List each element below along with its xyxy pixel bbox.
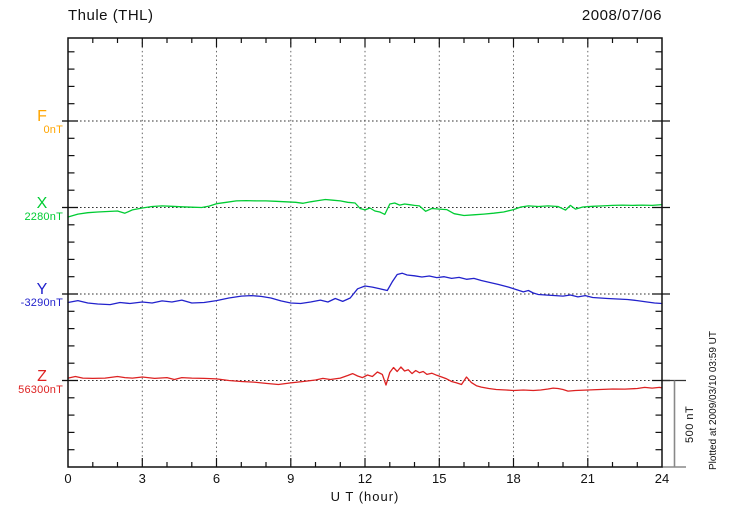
x-axis-title: U T (hour) bbox=[330, 489, 400, 504]
x-tick-label: 9 bbox=[287, 471, 295, 486]
x-tick-label: 24 bbox=[654, 471, 670, 486]
channel-letter-Y: Y bbox=[36, 281, 48, 298]
channel-letter-X: X bbox=[36, 194, 48, 212]
scale-bar-label: 500 nT bbox=[684, 405, 696, 443]
plot-date: 2008/07/06 bbox=[581, 7, 662, 24]
curve-Y bbox=[67, 272, 663, 306]
channel-baseline-value-X: 2280nT bbox=[24, 210, 63, 223]
x-tick-label: 15 bbox=[432, 471, 447, 486]
channel-baseline-value-F: 0nT bbox=[43, 124, 63, 136]
x-tick-label: 6 bbox=[212, 471, 221, 486]
x-tick-label: 3 bbox=[138, 471, 146, 486]
curve-X bbox=[67, 198, 663, 218]
channel-letter-Z: Z bbox=[37, 367, 47, 385]
x-tick-label: 12 bbox=[357, 471, 373, 486]
channel-baseline-value-Y: -3290nT bbox=[20, 297, 63, 309]
x-tick-label: 21 bbox=[580, 471, 595, 486]
curve-Z bbox=[67, 366, 663, 392]
station-title: Thule (THL) bbox=[68, 7, 154, 24]
channel-baseline-value-Z: 56300nT bbox=[18, 383, 63, 396]
x-tick-label: 0 bbox=[64, 471, 72, 486]
plot-frame bbox=[67, 37, 663, 468]
channel-letter-F: F bbox=[37, 108, 47, 125]
x-tick-label: 18 bbox=[506, 471, 521, 486]
plotted-at-watermark: Plotted at 2009/03/10 03:59 UT bbox=[708, 331, 719, 470]
